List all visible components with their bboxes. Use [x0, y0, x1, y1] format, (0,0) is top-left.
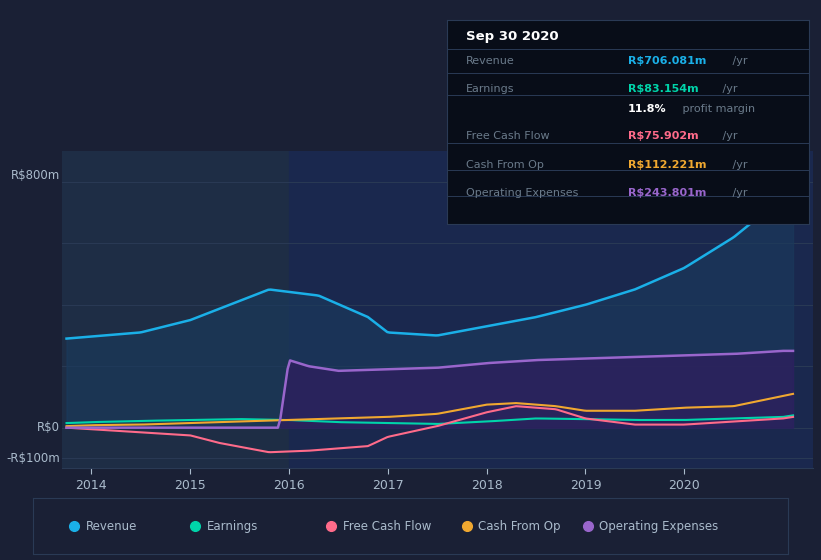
Bar — [289, 151, 813, 468]
Text: R$243.801m: R$243.801m — [628, 188, 706, 198]
Text: R$800m: R$800m — [11, 169, 60, 182]
Text: profit margin: profit margin — [679, 104, 754, 114]
Text: 11.8%: 11.8% — [628, 104, 667, 114]
Text: Free Cash Flow: Free Cash Flow — [466, 131, 549, 141]
Text: Operating Expenses: Operating Expenses — [599, 520, 718, 533]
Text: /yr: /yr — [719, 131, 737, 141]
Text: Cash From Op: Cash From Op — [479, 520, 561, 533]
Text: R$112.221m: R$112.221m — [628, 160, 707, 170]
Text: /yr: /yr — [729, 57, 748, 67]
Text: /yr: /yr — [729, 188, 748, 198]
Text: Earnings: Earnings — [207, 520, 258, 533]
Text: /yr: /yr — [719, 84, 737, 94]
Text: Operating Expenses: Operating Expenses — [466, 188, 578, 198]
Text: Earnings: Earnings — [466, 84, 514, 94]
Text: R$75.902m: R$75.902m — [628, 131, 699, 141]
Text: R$706.081m: R$706.081m — [628, 57, 706, 67]
Text: R$83.154m: R$83.154m — [628, 84, 699, 94]
Text: Free Cash Flow: Free Cash Flow — [342, 520, 431, 533]
Text: Cash From Op: Cash From Op — [466, 160, 544, 170]
Text: Revenue: Revenue — [466, 57, 514, 67]
Text: -R$100m: -R$100m — [7, 452, 60, 465]
Text: R$0: R$0 — [37, 421, 60, 434]
Text: Sep 30 2020: Sep 30 2020 — [466, 30, 558, 43]
Text: /yr: /yr — [729, 160, 748, 170]
Text: Revenue: Revenue — [85, 520, 137, 533]
